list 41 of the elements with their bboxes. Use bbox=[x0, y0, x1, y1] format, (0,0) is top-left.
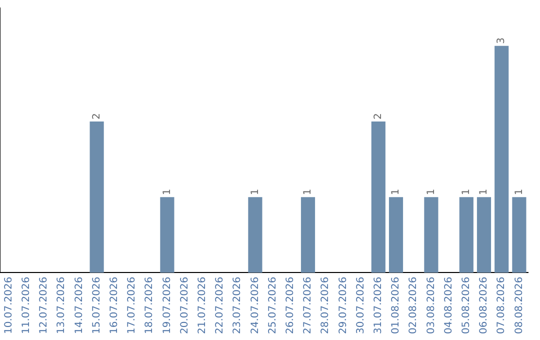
x-tick-label: 03.08.2026 bbox=[426, 276, 437, 334]
x-tick-label: 04.08.2026 bbox=[443, 276, 454, 334]
data-label: 2 bbox=[91, 113, 102, 120]
x-tick-label: 11.07.2026 bbox=[20, 276, 32, 334]
x-tick-label: 21.07.2026 bbox=[196, 276, 208, 334]
x-tick-label: 05.08.2026 bbox=[460, 276, 472, 334]
x-tick-label: 31.07.2026 bbox=[372, 276, 384, 334]
x-tick-label: 22.07.2026 bbox=[214, 276, 226, 334]
x-tick-label: 01.08.2026 bbox=[390, 276, 402, 334]
x-tick-label: 12.07.2026 bbox=[38, 276, 50, 334]
x-tick-label: 10.07.2026 bbox=[3, 276, 14, 334]
x-tick-label: 17.07.2026 bbox=[126, 276, 138, 334]
data-label: 1 bbox=[250, 188, 261, 196]
x-tick-label: 07.08.2026 bbox=[496, 276, 508, 334]
data-label: 1 bbox=[460, 188, 472, 196]
x-tick-label: 18.07.2026 bbox=[144, 276, 156, 334]
data-label: 1 bbox=[514, 188, 525, 196]
x-tick-label: 14.07.2026 bbox=[74, 276, 85, 334]
x-tick-label: 28.07.2026 bbox=[320, 276, 332, 334]
x-tick-label: 24.07.2026 bbox=[250, 276, 261, 334]
x-tick-label: 08.08.2026 bbox=[514, 276, 525, 334]
x-tick-label: 25.07.2026 bbox=[267, 276, 278, 334]
x-tick-label: 16.07.2026 bbox=[108, 276, 120, 334]
x-tick-label: 27.07.2026 bbox=[302, 276, 314, 334]
x-tick-label: 06.08.2026 bbox=[478, 276, 490, 334]
x-tick-label: 20.07.2026 bbox=[179, 276, 190, 334]
data-label: 3 bbox=[496, 37, 508, 44]
x-tick-label: 29.07.2026 bbox=[338, 276, 349, 334]
x-tick-label: 19.07.2026 bbox=[162, 276, 173, 334]
x-tick-label: 30.07.2026 bbox=[355, 276, 366, 334]
x-tick-label: 02.08.2026 bbox=[408, 276, 420, 334]
data-label: 1 bbox=[302, 188, 314, 196]
x-tick-label: 13.07.2026 bbox=[56, 276, 68, 334]
data-label: 2 bbox=[372, 113, 384, 120]
data-label: 1 bbox=[426, 188, 437, 196]
x-tick-label: 23.07.2026 bbox=[232, 276, 244, 334]
data-label: 1 bbox=[478, 188, 490, 196]
data-label: 1 bbox=[390, 188, 402, 196]
data-label: 1 bbox=[162, 188, 173, 196]
x-tick-label: 15.07.2026 bbox=[91, 276, 102, 334]
x-tick-label: 26.07.2026 bbox=[284, 276, 296, 334]
